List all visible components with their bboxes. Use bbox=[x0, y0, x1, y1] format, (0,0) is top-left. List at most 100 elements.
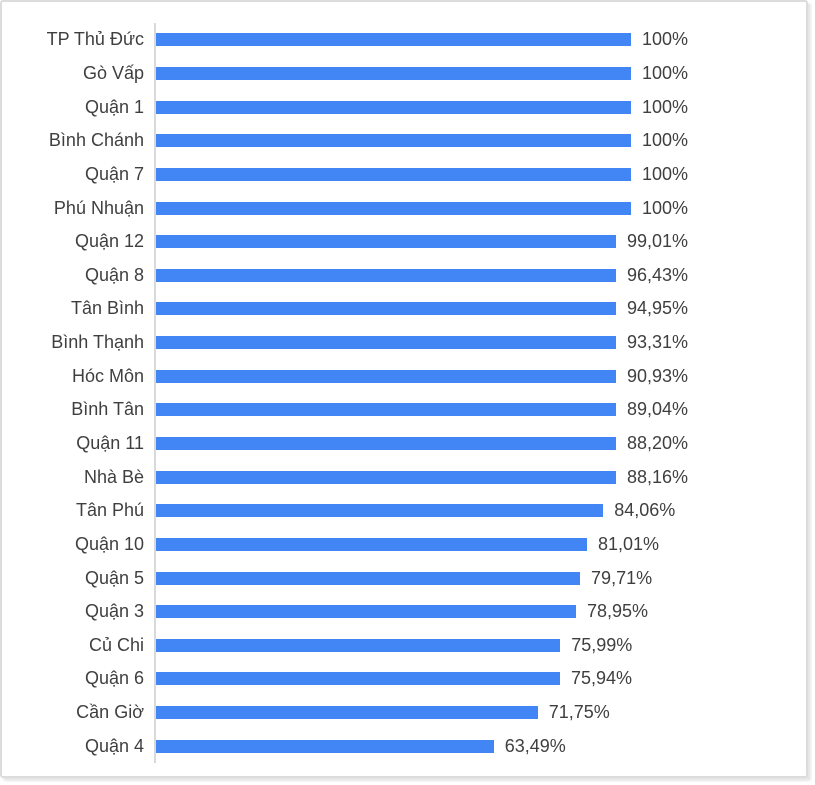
category-label: Quận 8 bbox=[84, 264, 144, 285]
category-label: Quận 7 bbox=[84, 163, 144, 184]
category-label: Quận 6 bbox=[84, 668, 144, 689]
bar bbox=[156, 369, 616, 383]
value-label: 100% bbox=[641, 62, 688, 83]
bar bbox=[156, 638, 561, 652]
bar-track: 89,04% bbox=[154, 393, 688, 427]
chart-row: Phú Nhuận 100% bbox=[2, 191, 806, 225]
bar bbox=[156, 739, 494, 753]
bar bbox=[156, 403, 616, 417]
category-label: Bình Chánh bbox=[48, 130, 144, 151]
bar-track: 84,06% bbox=[154, 493, 688, 528]
bar-track: 71,75% bbox=[154, 695, 688, 730]
bar bbox=[156, 134, 631, 148]
bar-track: 100% bbox=[154, 157, 688, 192]
chart-row: Quận 10 81,01% bbox=[2, 527, 806, 562]
bar-track: 75,99% bbox=[154, 628, 688, 663]
chart-row: Bình Chánh 100% bbox=[2, 123, 806, 158]
chart-row: Tân Bình 94,95% bbox=[2, 292, 806, 326]
chart-row: Gò Vấp 100% bbox=[2, 56, 806, 91]
bar-track: 75,94% bbox=[154, 662, 688, 696]
bar bbox=[156, 33, 631, 47]
value-label: 75,94% bbox=[571, 668, 633, 689]
bar-track: 100% bbox=[154, 23, 688, 57]
bar bbox=[156, 66, 631, 80]
chart-row: Quận 12 99,01% bbox=[2, 224, 806, 259]
bar-track: 100% bbox=[154, 90, 688, 124]
bar-track: 78,95% bbox=[154, 594, 688, 629]
value-label: 75,99% bbox=[571, 634, 633, 655]
bar bbox=[156, 706, 538, 720]
value-label: 90,93% bbox=[626, 365, 688, 386]
bar-track: 79,71% bbox=[154, 561, 688, 595]
bar bbox=[156, 302, 616, 316]
value-label: 100% bbox=[641, 96, 688, 117]
category-label: Hóc Môn bbox=[71, 365, 144, 386]
bar bbox=[156, 605, 576, 619]
value-label: 88,20% bbox=[626, 433, 688, 453]
chart-row: Quận 7 100% bbox=[2, 157, 806, 192]
bar bbox=[156, 336, 616, 350]
chart-row: Quận 11 88,20% bbox=[2, 426, 806, 461]
bar bbox=[156, 571, 581, 585]
bar bbox=[156, 504, 604, 518]
bar bbox=[156, 201, 631, 215]
chart-row: Bình Tân 89,04% bbox=[2, 393, 806, 427]
value-label: 94,95% bbox=[626, 298, 688, 319]
bar-track: 93,31% bbox=[154, 325, 688, 360]
category-label: Cần Giờ bbox=[76, 702, 144, 723]
value-label: 71,75% bbox=[548, 702, 610, 723]
category-label: Bình Tân bbox=[71, 399, 144, 420]
category-label: Bình Thạnh bbox=[51, 332, 144, 353]
chart-row: Quận 8 96,43% bbox=[2, 258, 806, 293]
bar-track: 88,16% bbox=[154, 460, 688, 494]
bar bbox=[156, 437, 616, 450]
category-label: Tân Phú bbox=[75, 500, 144, 521]
category-label: Quận 5 bbox=[84, 567, 144, 588]
chart-row: Hóc Môn 90,93% bbox=[2, 359, 806, 394]
chart-row: Quận 5 79,71% bbox=[2, 561, 806, 595]
bar-track: 88,20% bbox=[154, 426, 688, 461]
chart-row: Quận 4 63,49% bbox=[2, 729, 806, 764]
bar-track: 96,43% bbox=[154, 258, 688, 293]
bar-track: 81,01% bbox=[154, 527, 688, 562]
category-label: Nhà Bè bbox=[83, 466, 144, 487]
category-label: Tân Bình bbox=[70, 298, 144, 319]
value-label: 100% bbox=[641, 130, 688, 151]
bar bbox=[156, 167, 631, 181]
category-label: Quận 4 bbox=[84, 735, 144, 756]
category-label: TP Thủ Đức bbox=[46, 29, 144, 50]
bar-track: 90,93% bbox=[154, 359, 688, 394]
bar bbox=[156, 672, 560, 686]
value-label: 100% bbox=[641, 29, 688, 50]
category-label: Quận 3 bbox=[84, 601, 144, 622]
category-label: Củ Chi bbox=[88, 634, 144, 655]
chart-row: Quận 3 78,95% bbox=[2, 594, 806, 629]
category-label: Quận 1 bbox=[84, 96, 144, 117]
value-label: 93,31% bbox=[626, 332, 688, 353]
chart-row: Nhà Bè 88,16% bbox=[2, 460, 806, 494]
value-label: 89,04% bbox=[626, 399, 688, 420]
bar-track: 100% bbox=[154, 191, 688, 225]
category-label: Quận 11 bbox=[76, 433, 144, 453]
value-label: 63,49% bbox=[504, 735, 566, 756]
category-label: Quận 12 bbox=[74, 231, 144, 252]
chart-row: TP Thủ Đức 100% bbox=[2, 23, 806, 57]
bar bbox=[156, 470, 616, 484]
value-label: 100% bbox=[641, 197, 688, 218]
category-label: Quận 10 bbox=[74, 533, 144, 554]
bar-track: 99,01% bbox=[154, 224, 688, 259]
category-label: Gò Vấp bbox=[82, 62, 144, 83]
bar-track: 100% bbox=[154, 56, 688, 91]
value-label: 99,01% bbox=[626, 231, 688, 252]
chart-row: Củ Chi 75,99% bbox=[2, 628, 806, 663]
chart-row: Bình Thạnh 93,31% bbox=[2, 325, 806, 360]
bar-track: 94,95% bbox=[154, 292, 688, 326]
chart-row: Cần Giờ 71,75% bbox=[2, 695, 806, 730]
bar-track: 63,49% bbox=[154, 729, 688, 764]
chart-row: Quận 6 75,94% bbox=[2, 662, 806, 696]
value-label: 88,16% bbox=[626, 466, 688, 487]
chart-row: Quận 1 100% bbox=[2, 90, 806, 124]
bar bbox=[156, 537, 587, 551]
